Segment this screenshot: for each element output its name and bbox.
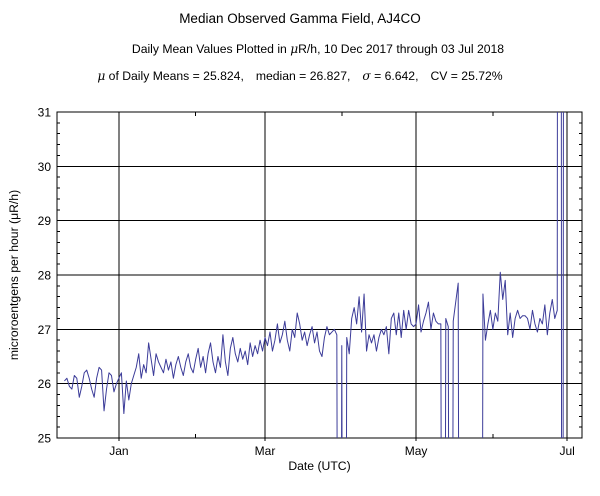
subtitle-text-pre: Daily Mean Values Plotted in <box>131 42 291 56</box>
chart-title: Median Observed Gamma Field, AJ4CO <box>179 11 421 26</box>
x-axis-label: Date (UTC) <box>288 459 350 473</box>
y-tick-label: 28 <box>38 269 52 283</box>
subtitle-text-post: R/h, 10 Dec 2017 through 03 Jul 2018 <box>298 42 505 56</box>
mu-symbol: μ <box>290 42 299 56</box>
y-tick-label: 25 <box>38 432 52 446</box>
x-tick-label: Jan <box>109 444 128 458</box>
x-tick-label: Jul <box>559 444 574 458</box>
data-line <box>482 112 564 438</box>
y-axis-label: microroentgens per hour (μR/h) <box>7 190 21 360</box>
median-stat: median = 26.827, <box>255 69 351 83</box>
chart-subtitle: Daily Mean Values Plotted in μR/h, 10 De… <box>36 42 600 56</box>
sigma-stat: = 6.642, <box>370 69 419 83</box>
stats-line: μ of Daily Means = 25.824, median = 26.82… <box>0 69 600 83</box>
y-tick-label: 29 <box>38 214 52 228</box>
y-tick-label: 27 <box>38 323 52 337</box>
mu-symbol: μ <box>97 69 106 83</box>
mean-stat: of Daily Means = 25.824, <box>105 69 244 83</box>
data-line <box>64 282 460 438</box>
y-tick-label: 26 <box>38 377 52 391</box>
y-tick-label: 31 <box>38 106 52 120</box>
x-tick-label: May <box>405 444 428 458</box>
sigma-symbol: σ <box>362 69 371 83</box>
y-tick-label: 30 <box>38 160 52 174</box>
x-tick-label: Mar <box>255 444 276 458</box>
cv-stat: CV = 25.72% <box>430 69 503 83</box>
